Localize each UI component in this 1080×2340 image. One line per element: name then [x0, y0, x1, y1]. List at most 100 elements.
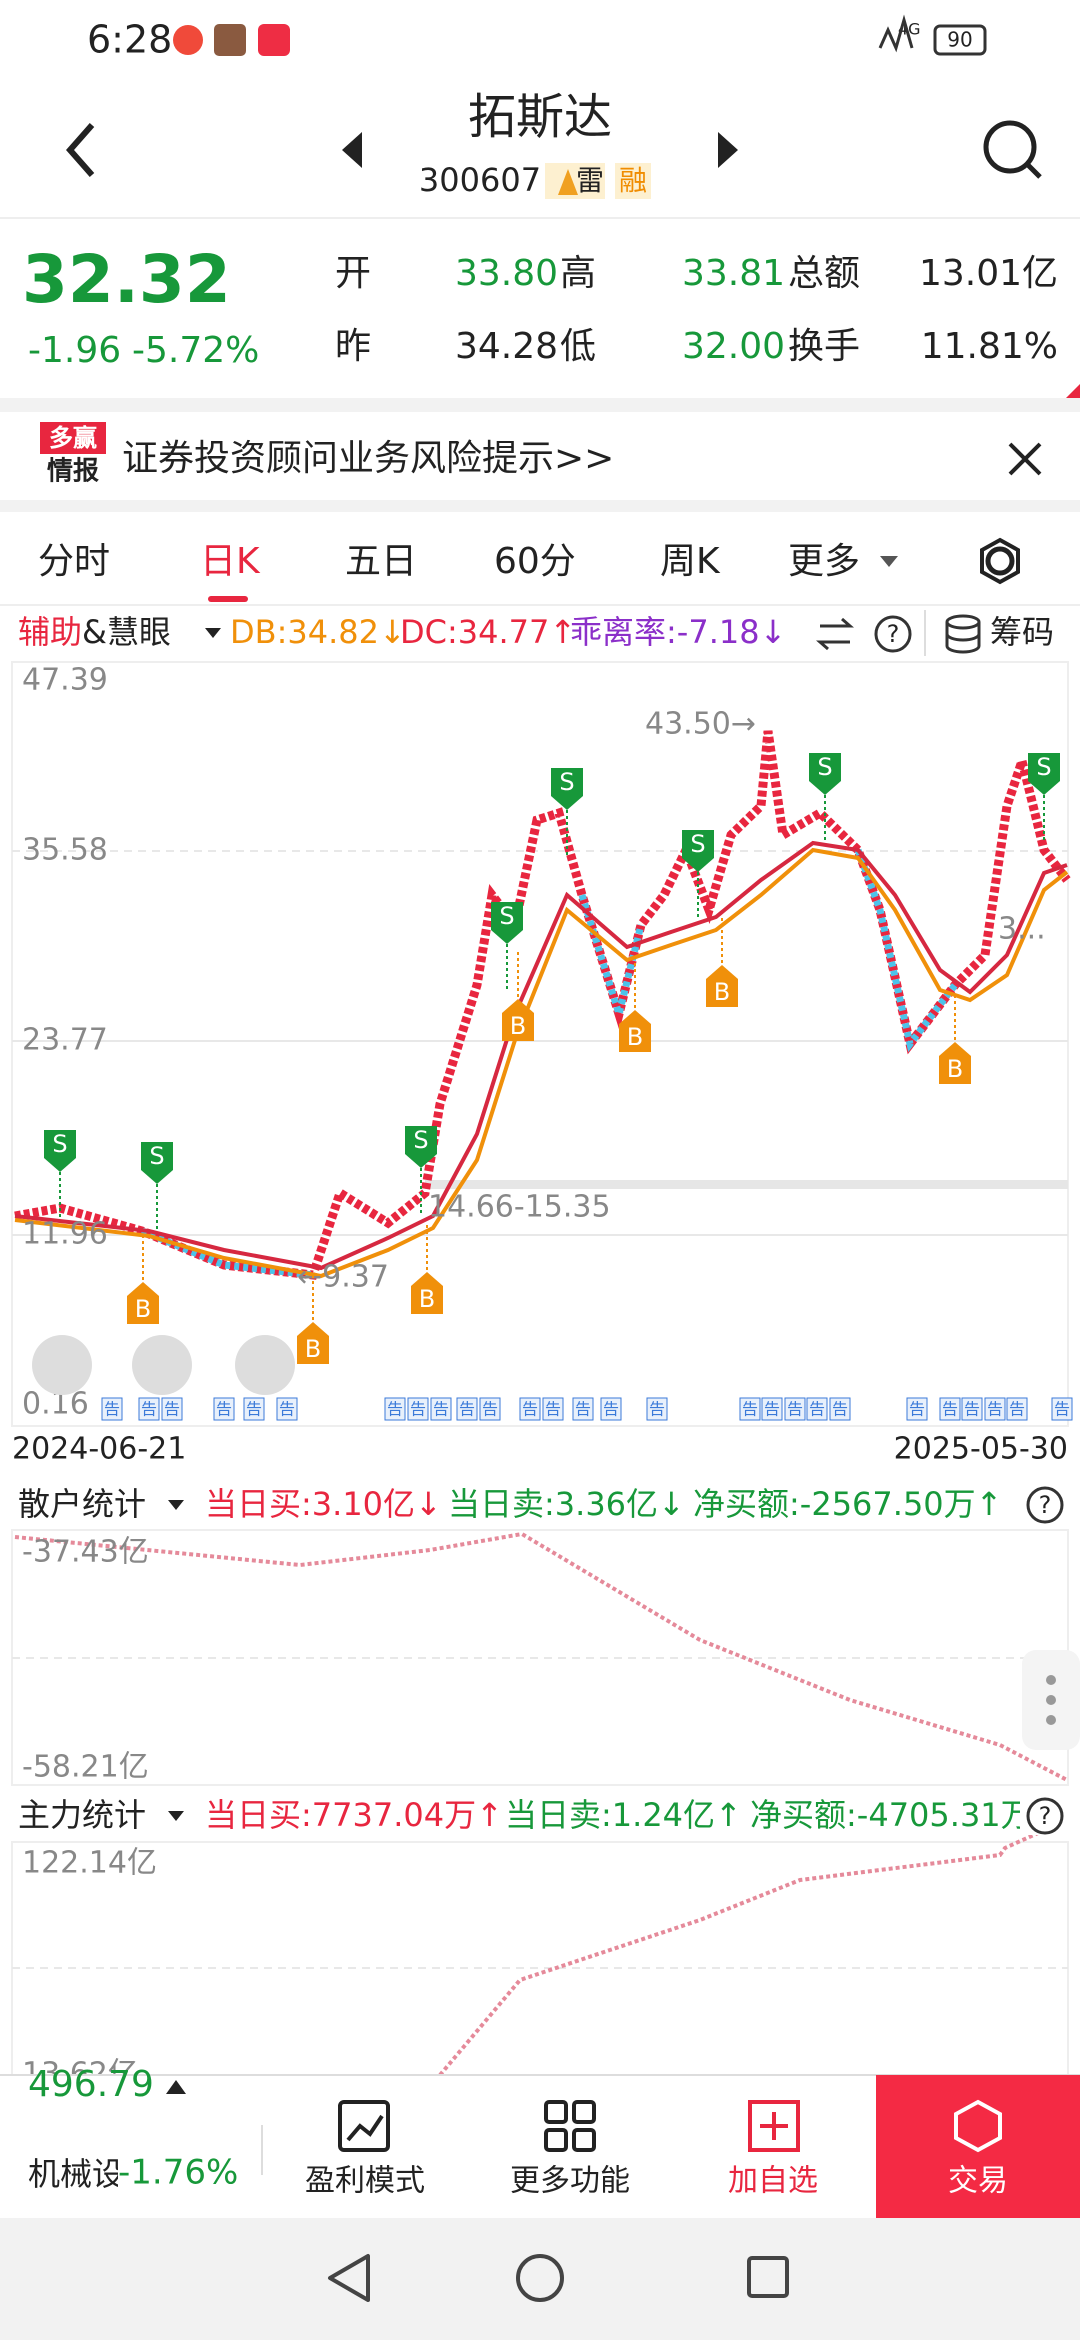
tab[interactable]: 更多: [788, 541, 860, 582]
nav-recent[interactable]: [747, 2256, 789, 2298]
buy-label: B: [135, 1295, 151, 1323]
stock-code: 300607: [419, 161, 541, 199]
ma-line: [14, 847, 1069, 1279]
tab-indicator: [208, 596, 248, 602]
buy-marker: [619, 1010, 651, 1052]
svg-text:?: ?: [887, 620, 900, 648]
notice-label: 告: [575, 1400, 591, 1419]
chart-controls[interactable]: [32, 1335, 295, 1395]
time: 6:28: [87, 18, 172, 62]
panel-name[interactable]: 主力统计: [18, 1796, 146, 1834]
axis-label: -37.43亿: [22, 1535, 149, 1570]
notice-label: 告: [964, 1400, 980, 1419]
tab[interactable]: 五日: [345, 541, 417, 582]
notice-badge: [906, 1397, 928, 1421]
trade-button[interactable]: [876, 2075, 1080, 2218]
sell-marker: [141, 1142, 173, 1184]
switch-button[interactable]: [816, 617, 854, 651]
nav-home[interactable]: [516, 2254, 564, 2302]
indicator-value: 乖离率:-7.18↓: [570, 613, 786, 651]
notice-label: 告: [216, 1400, 232, 1419]
field-value: 11.81%: [921, 326, 1058, 367]
notice-badge: [984, 1397, 1006, 1421]
field-label: 昨: [335, 326, 371, 367]
back-button[interactable]: [66, 123, 95, 177]
price-label: 35.58: [22, 833, 108, 868]
buy-label: B: [947, 1055, 963, 1083]
footer-button[interactable]: 盈利模式: [305, 2164, 425, 2199]
notice-label: 告: [1009, 1400, 1025, 1419]
svg-text:?: ?: [1039, 1802, 1052, 1830]
notice-badge: [213, 1397, 235, 1421]
search-button[interactable]: [983, 120, 1037, 174]
notice-label: 告: [104, 1400, 120, 1419]
index-name[interactable]: 机械设备: [28, 2155, 156, 2193]
sell-label: S: [413, 1126, 428, 1154]
sell-label: S: [817, 753, 832, 781]
tab[interactable]: 日K: [200, 541, 261, 582]
notice-badge: [1006, 1397, 1028, 1421]
warning-icon: [558, 169, 578, 195]
notice-badge: [519, 1397, 541, 1421]
notice-label: 告: [1054, 1400, 1070, 1419]
end-date: 2025-05-30: [894, 1432, 1068, 1467]
indicator-name[interactable]: 辅助: [18, 613, 82, 651]
battery-level: 90: [947, 28, 972, 52]
prev-stock[interactable]: [342, 132, 362, 168]
buy-marker: [706, 965, 738, 1007]
price-label: 47.39: [22, 663, 108, 698]
notice-badge: [542, 1397, 564, 1421]
annotation: 3...: [998, 912, 1046, 947]
tab[interactable]: 60分: [494, 541, 576, 582]
quote-fields: 开 33.80 高 33.81 总额 13.01亿 昨 34.28 低 32.0…: [335, 253, 1058, 367]
panel-item: 当日买:7737.04万↑: [205, 1796, 503, 1834]
nav-back[interactable]: [328, 2254, 370, 2302]
help-button[interactable]: [1026, 1797, 1064, 1835]
footer-button[interactable]: 交易: [948, 2164, 1008, 2199]
sell-marker: [491, 902, 523, 944]
risk-notice[interactable]: 证券投资顾问业务风险提示>>: [122, 438, 614, 479]
index-change: -1.76%: [118, 2153, 238, 2193]
footer-button[interactable]: 加自选: [728, 2164, 818, 2199]
settings-button[interactable]: [985, 546, 1015, 576]
svg-text:?: ?: [1039, 1491, 1052, 1519]
signal-icon: [878, 14, 914, 53]
help-button[interactable]: [1026, 1486, 1064, 1524]
notice-label: 告: [603, 1400, 619, 1419]
notice-badge: [939, 1397, 961, 1421]
notice-badge: [646, 1397, 668, 1421]
buy-label: B: [714, 978, 730, 1006]
close-banner[interactable]: [1008, 442, 1042, 476]
notice-label: 告: [809, 1400, 825, 1419]
buy-label: B: [305, 1335, 321, 1363]
notice-label: 告: [942, 1400, 958, 1419]
battery: [933, 24, 987, 56]
notice-label: 告: [459, 1400, 475, 1419]
indicator-name[interactable]: &慧眼: [82, 613, 171, 651]
sell-label: S: [690, 830, 705, 858]
field-value: 13.01亿: [919, 253, 1058, 294]
sell-label: S: [499, 902, 514, 930]
buy-marker: [127, 1282, 159, 1324]
notice-badge: [761, 1397, 783, 1421]
next-stock[interactable]: [718, 132, 738, 168]
badge-text: 雷: [576, 164, 604, 197]
panel-name[interactable]: 散户统计: [18, 1485, 146, 1523]
indicator-value: DB:34.82↓: [230, 613, 406, 651]
footer-button[interactable]: 更多功能: [510, 2164, 630, 2199]
chip-button[interactable]: 筹码: [990, 613, 1054, 651]
annotation: ←9.37: [297, 1260, 389, 1295]
notice-badge: [276, 1397, 298, 1421]
ma-line: [14, 840, 1068, 1271]
logo-text: 多赢: [49, 424, 97, 452]
notice-label: 告: [410, 1400, 426, 1419]
change: -1.96: [28, 330, 121, 371]
tab[interactable]: 周K: [660, 541, 721, 582]
sell-label: S: [559, 768, 574, 796]
field-label: 高: [560, 253, 596, 294]
help-button[interactable]: [874, 615, 912, 653]
field-label: 总额: [788, 253, 860, 294]
annotation: 14.66-15.35: [428, 1190, 611, 1225]
tab[interactable]: 分时: [38, 541, 110, 582]
sell-label: S: [1036, 753, 1051, 781]
